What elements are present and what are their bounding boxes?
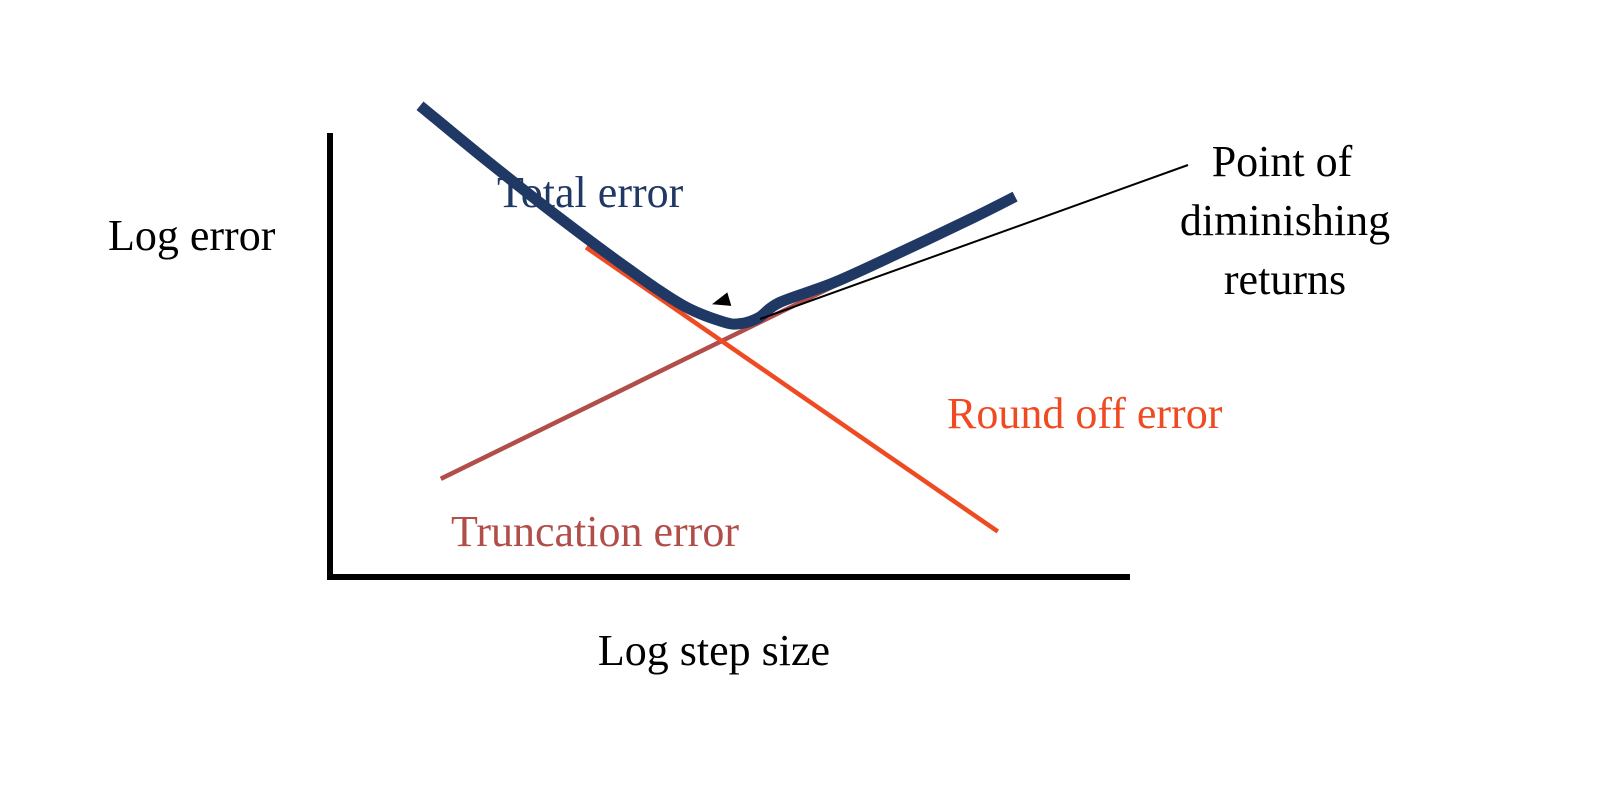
annotation-line-2: diminishing: [1180, 196, 1390, 245]
y-axis-label: Log error: [108, 211, 276, 260]
annotation-line-3: returns: [1224, 255, 1346, 304]
x-axis-label: Log step size: [598, 626, 830, 675]
annotation-arrow-line: [759, 164, 1189, 320]
annotation-diminishing-returns: Point of diminishing returns: [712, 137, 1390, 320]
annotation-arrow-head: [712, 292, 732, 306]
series-line-round-off-error: [584, 245, 1000, 534]
series-label-round-off-error: Round off error: [947, 389, 1223, 438]
series-line-total-error: [416, 101, 1018, 330]
annotation-line-1: Point of: [1212, 137, 1353, 186]
series-label-truncation-error: Truncation error: [451, 507, 739, 556]
series-layer: [416, 101, 1018, 534]
series-label-total-error: Total error: [497, 168, 684, 217]
